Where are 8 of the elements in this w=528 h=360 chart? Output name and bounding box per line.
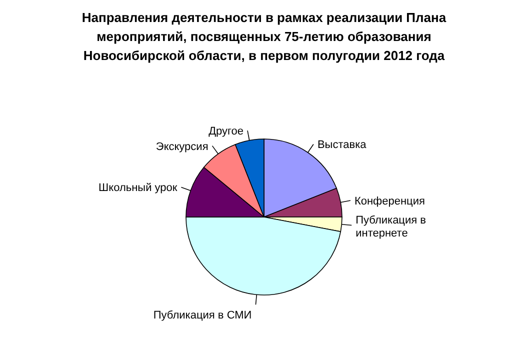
slice-label: Другое — [208, 126, 244, 138]
slice-label: Конференция — [354, 196, 425, 208]
slice-label: Школьный урок — [98, 182, 178, 194]
chart-title: Направления деятельности в рамках реализации Плана мероприятий, посвященных 75-летию образования Новосибирской области, в первом полугодии 2012 года — [82, 10, 447, 63]
slice-label: Публикация в интернете — [356, 214, 426, 240]
slice-label: Публикация в СМИ — [153, 310, 252, 322]
slice-label: Экскурсия — [156, 140, 208, 153]
slice-label: Выставка — [317, 139, 368, 152]
